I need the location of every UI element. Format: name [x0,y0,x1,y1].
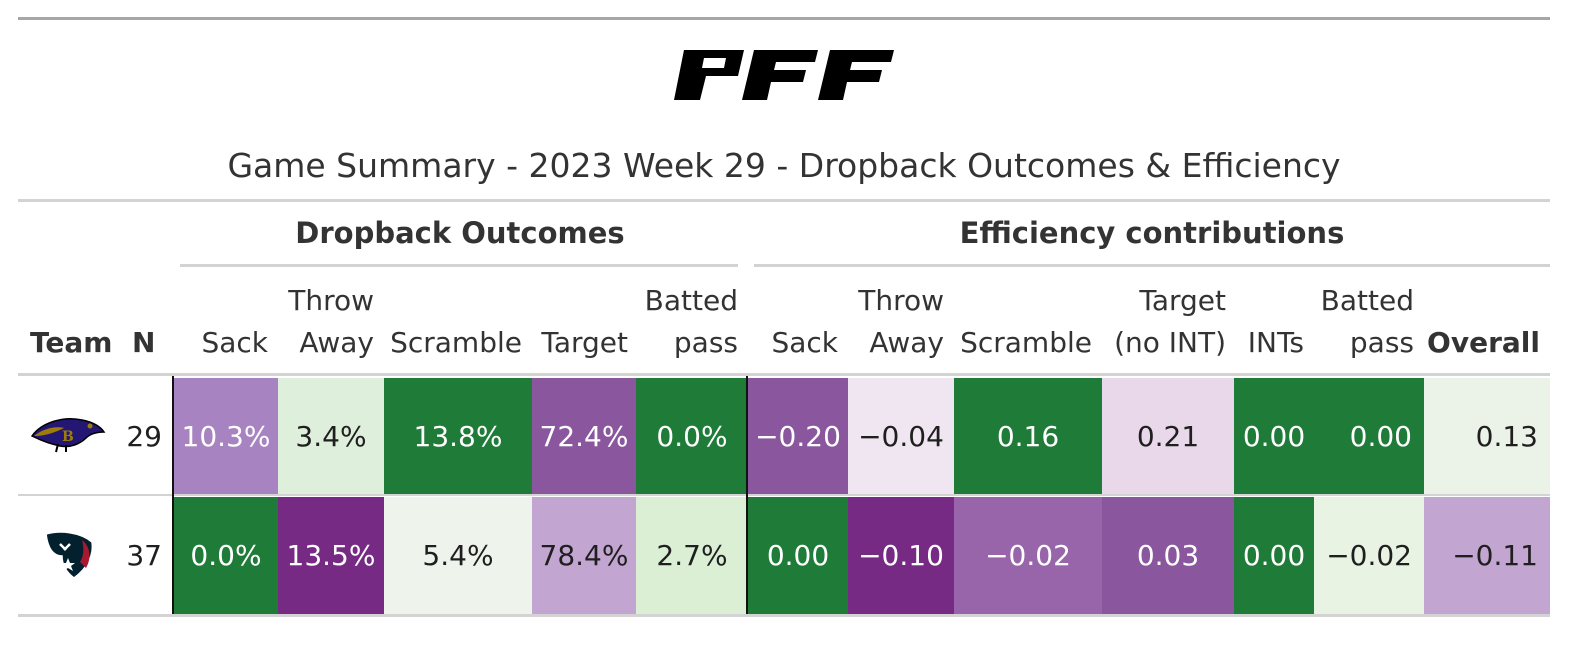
cell-row1-outcome-scramble: 13.8% [384,378,532,496]
row1-n: 29 [126,420,162,453]
col-outcome-target: Target [541,326,628,359]
cell-row2-eff-sack: 0.00 [748,497,848,615]
cell-row2-eff-overall: −0.11 [1424,497,1550,615]
cell-row2-outcome-scramble: 5.4% [384,497,532,615]
bottom-rule [18,614,1550,617]
cell-row2-eff-scramble: −0.02 [954,497,1102,615]
top-rule [18,17,1550,20]
cell-row1-eff-ints: 0.00 [1234,378,1314,496]
cell-row2-eff-batted: −0.02 [1314,497,1424,615]
col-outcome-scramble: Scramble [390,326,522,359]
header-rule [18,373,1550,376]
spanner-dropback-outcomes: Dropback Outcomes [295,216,625,250]
cell-row2-outcome-throwaway: 13.5% [278,497,384,615]
col-team: Team [30,326,113,359]
col-outcome-sack: Sack [201,326,268,359]
cell-row2-outcome-target: 78.4% [532,497,636,615]
col-eff-sack: Sack [771,326,838,359]
cell-row2-eff-ints: 0.00 [1234,497,1314,615]
svg-text:B: B [62,429,74,445]
col-eff-ints: INTs [1247,326,1304,359]
divider-middle [746,376,748,614]
cell-row2-eff-target: 0.03 [1102,497,1234,615]
cell-row1-eff-throwaway: −0.04 [848,378,954,496]
divider-left [172,376,174,614]
table-title: Game Summary - 2023 Week 29 - Dropback O… [227,146,1341,185]
col-eff-scramble: Scramble [960,326,1092,359]
row2-n: 37 [126,539,162,572]
cell-row1-eff-batted: 0.00 [1314,378,1424,496]
cell-row1-eff-sack: −0.20 [748,378,848,496]
cell-row1-eff-target: 0.21 [1102,378,1234,496]
cell-row1-outcome-sack: 10.3% [174,378,278,496]
spanner-line-outcomes [180,264,738,267]
col-outcome-batted: Batted pass [644,284,738,359]
spanner-efficiency: Efficiency contributions [959,216,1345,250]
title-rule [18,199,1550,202]
col-outcome-throwaway: Throw Away [288,284,374,359]
cell-row1-outcome-target: 72.4% [532,378,636,496]
spanner-line-efficiency [754,264,1550,267]
ravens-logo: B [30,418,106,453]
cell-row2-outcome-sack: 0.0% [174,497,278,615]
col-eff-target: Target (no INT) [1114,284,1226,359]
cell-row1-eff-overall: 0.13 [1424,378,1550,496]
pff-logo [674,50,894,100]
col-eff-throwaway: Throw Away [858,284,944,359]
cell-row2-outcome-batted: 2.7% [636,497,748,615]
col-eff-overall: Overall [1427,326,1540,359]
cell-row1-eff-scramble: 0.16 [954,378,1102,496]
col-n: N [132,326,156,359]
cell-row1-outcome-throwaway: 3.4% [278,378,384,496]
cell-row1-outcome-batted: 0.0% [636,378,748,496]
texans-logo [45,531,94,579]
row-separator [18,494,1550,496]
col-eff-batted: Batted pass [1320,284,1414,359]
cell-row2-eff-throwaway: −0.10 [848,497,954,615]
